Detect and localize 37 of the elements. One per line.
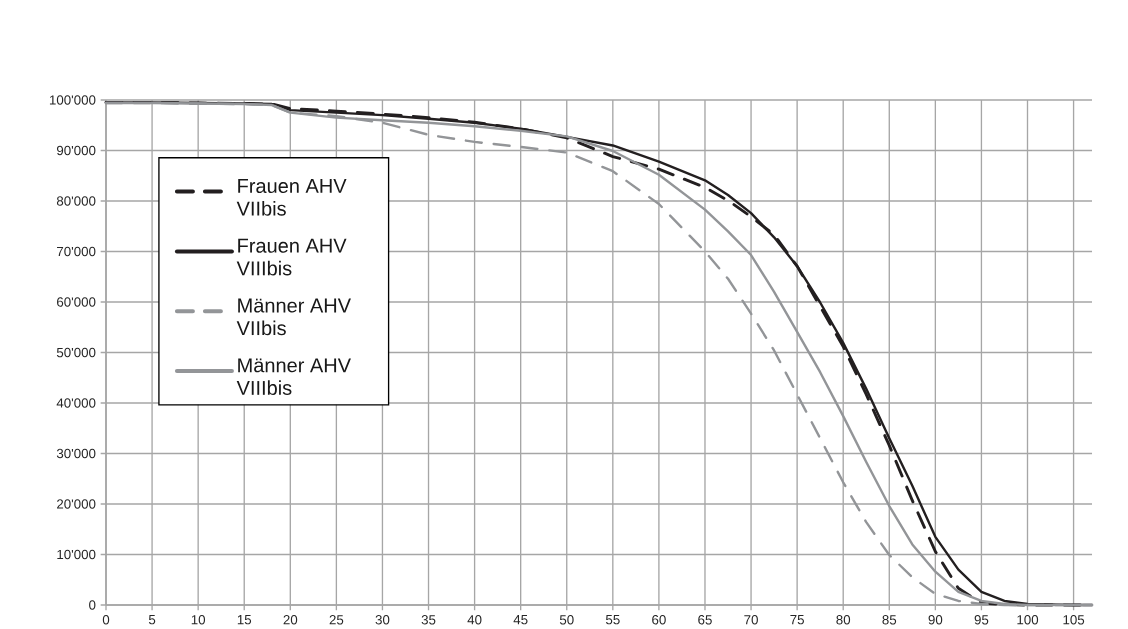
x-tick-label: 30 xyxy=(375,615,390,625)
x-tick-label: 50 xyxy=(559,615,574,625)
x-tick-label: 55 xyxy=(605,615,620,625)
x-tick-label: 100 xyxy=(1017,615,1039,625)
y-tick-label: 40'000 xyxy=(56,398,96,408)
x-tick-label: 65 xyxy=(698,615,712,625)
y-tick-label: 10'000 xyxy=(57,549,96,560)
y-tick-label: 20'000 xyxy=(57,499,96,509)
x-tick-label: 95 xyxy=(974,615,989,625)
x-tick-label: 60 xyxy=(652,615,666,625)
x-tick-label: 90 xyxy=(928,615,943,625)
y-tick-label: 80'000 xyxy=(56,196,96,206)
x-tick-label: 70 xyxy=(744,615,758,625)
y-tick-label: 50'000 xyxy=(56,347,96,358)
x-tick-label: 105 xyxy=(1063,615,1085,625)
x-tick-label: 10 xyxy=(191,615,206,625)
x-tick-label: 5 xyxy=(148,615,156,625)
legend-label: Männer AHV VIIIbis xyxy=(236,358,351,396)
x-tick-label: 20 xyxy=(283,615,298,625)
legend-label: Frauen AHV VIIIbis xyxy=(236,238,347,276)
x-tick-label: 40 xyxy=(467,615,482,625)
x-tick-label: 0 xyxy=(102,615,110,625)
y-tick-label: 100'000 xyxy=(49,95,96,105)
y-tick-label: 0 xyxy=(89,600,96,610)
x-tick-label: 80 xyxy=(836,615,851,625)
x-tick-label: 75 xyxy=(790,615,804,625)
legend-label: Frauen AHV VIIbis xyxy=(236,179,347,216)
x-tick-label: 45 xyxy=(513,615,528,625)
x-tick-label: 35 xyxy=(421,615,436,625)
x-tick-label: 85 xyxy=(882,615,897,625)
x-tick-label: 25 xyxy=(329,615,344,625)
y-tick-label: 70'000 xyxy=(57,246,96,257)
y-tick-label: 60'000 xyxy=(57,297,96,307)
y-tick-label: 90'000 xyxy=(56,145,96,156)
x-tick-label: 15 xyxy=(237,615,252,625)
y-tick-label: 30'000 xyxy=(56,448,96,459)
legend-label: Männer AHV VIIbis xyxy=(236,298,351,336)
